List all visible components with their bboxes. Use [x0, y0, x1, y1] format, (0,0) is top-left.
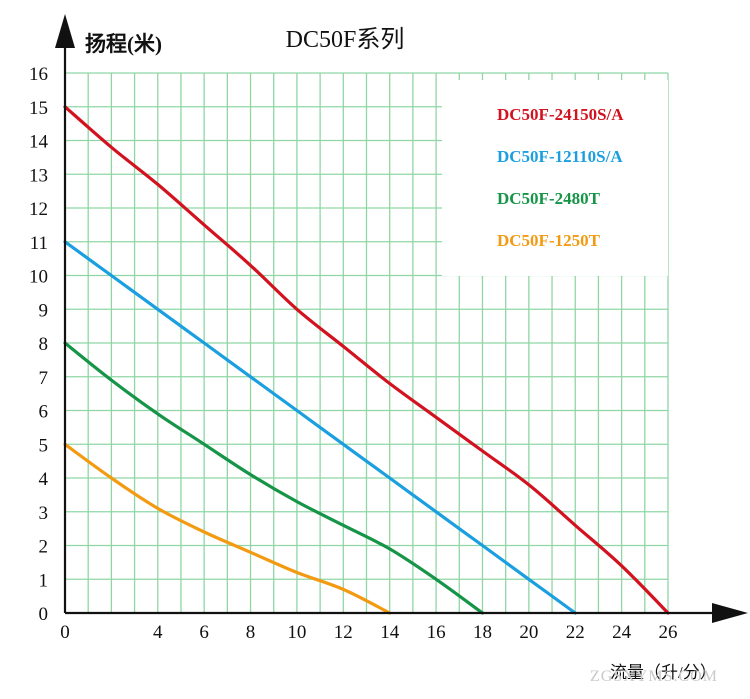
- legend-entry: DC50F-1250T: [497, 231, 601, 250]
- x-tick-label: 10: [287, 622, 306, 643]
- series-line-dc50f-1250t: [63, 442, 392, 615]
- axes: [55, 14, 748, 623]
- x-axis-arrow: [712, 603, 748, 623]
- y-tick-label: 9: [39, 300, 49, 321]
- y-tick-label: 0: [39, 604, 49, 625]
- chart-title: DC50F系列: [286, 26, 405, 53]
- x-tick-label: 22: [566, 622, 585, 643]
- x-tick-label: 26: [659, 622, 678, 643]
- series-line-dc50f-12110s-a: [63, 240, 577, 615]
- x-tick-label: 16: [427, 622, 446, 643]
- watermark: ZGSXYMS.COM: [590, 668, 718, 685]
- y-axis-label: 扬程(米): [85, 32, 162, 56]
- y-tick-label: 6: [39, 402, 49, 423]
- y-tick-label: 15: [29, 98, 48, 119]
- y-tick-label: 10: [29, 267, 48, 288]
- y-tick-label: 2: [39, 537, 49, 558]
- y-tick-label: 8: [39, 334, 49, 355]
- x-tick-label: 24: [612, 622, 632, 643]
- y-tick-label: 5: [39, 435, 49, 456]
- y-tick-label: 4: [39, 469, 49, 490]
- legend-entry: DC50F-12110S/A: [497, 147, 623, 166]
- x-tick-label: 6: [199, 622, 209, 643]
- x-tick-label: 0: [60, 622, 70, 643]
- series-layer: [63, 105, 670, 615]
- x-tick-label: 18: [473, 622, 492, 643]
- legend-entry: DC50F-2480T: [497, 189, 601, 208]
- y-tick-label: 13: [29, 165, 48, 186]
- x-tick-labels: 0 4 6 8 10 12 14 16 18 20 22 24 26: [60, 622, 677, 643]
- legend: DC50F-24150S/A DC50F-12110S/A DC50F-2480T D…: [497, 105, 624, 250]
- y-axis-arrow: [55, 14, 75, 48]
- series-line-dc50f-2480t: [63, 341, 485, 615]
- y-tick-label: 11: [30, 233, 48, 254]
- legend-background: [442, 80, 668, 276]
- x-axis-label: 流量（升/分）: [610, 663, 717, 682]
- x-tick-label: 8: [246, 622, 256, 643]
- x-tick-label: 4: [153, 622, 163, 643]
- x-tick-label: 12: [334, 622, 353, 643]
- y-tick-label: 7: [39, 368, 49, 389]
- y-tick-label: 14: [29, 132, 49, 153]
- y-tick-label: 3: [39, 503, 49, 524]
- y-tick-label: 1: [39, 570, 49, 591]
- y-tick-label: 16: [29, 64, 48, 85]
- legend-entry: DC50F-24150S/A: [497, 105, 624, 124]
- y-tick-label: 12: [29, 199, 48, 220]
- x-tick-label: 20: [519, 622, 538, 643]
- x-tick-label: 14: [380, 622, 400, 643]
- series-line-dc50f-24150s-a: [63, 105, 670, 615]
